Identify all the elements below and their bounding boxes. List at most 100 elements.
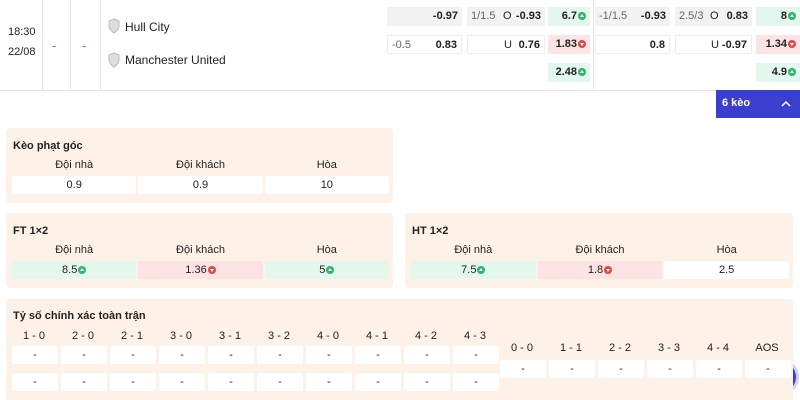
odds-value: 8 — [781, 10, 796, 22]
home-score: - — [52, 38, 57, 53]
odds-cell: 8 — [756, 7, 800, 26]
odds-value: 0.9 — [192, 179, 209, 191]
odds-cell: 1/1.5 O -0.93 — [467, 7, 545, 26]
score-odds: - — [549, 360, 595, 378]
trend-icon — [788, 40, 796, 49]
trend-icon — [326, 266, 335, 275]
market-title: FT 1×2 — [13, 225, 49, 237]
score-odds: - — [453, 373, 499, 391]
odds-cell: 2.48 — [548, 63, 590, 82]
trend-icon — [604, 266, 613, 275]
odds-value: 6.7 — [562, 10, 586, 22]
team-logo — [108, 18, 120, 34]
market-panel: HT 1×2 Đội nhà Đội khách Hòa 7.5 1.8 2.5 — [405, 213, 793, 288]
score-label: AOS — [755, 342, 779, 354]
separator — [0, 90, 800, 91]
score-label: 2 - 0 — [71, 330, 94, 342]
column-header: Đội khách — [176, 244, 225, 256]
column-header: Hòa — [716, 244, 737, 256]
odds-cell: 4.9 — [756, 63, 800, 82]
odds-value: 0.83 — [435, 39, 457, 51]
column-header: Đội nhà — [55, 244, 94, 256]
column-header: Đội khách — [176, 159, 225, 171]
score-odds: - — [745, 360, 791, 378]
odds-cell: -0.5 0.83 — [387, 35, 462, 54]
column-header: Hòa — [316, 159, 337, 171]
odds-value: 2.5 — [719, 264, 735, 276]
score-label: 3 - 2 — [267, 330, 290, 342]
score-odds: - — [404, 373, 450, 391]
odds-value: 1.8 — [587, 264, 604, 276]
odds-cell: 2.5/3 O 0.83 — [675, 7, 752, 26]
score-label: 0 - 0 — [510, 342, 533, 354]
score-label: 4 - 0 — [316, 330, 339, 342]
score-odds: - — [61, 346, 107, 364]
match-time: 18:30 — [8, 26, 36, 38]
score-label: 1 - 0 — [22, 330, 45, 342]
column-header: Đội nhà — [454, 244, 493, 256]
odds-box: 0.9 — [138, 176, 263, 194]
match-date: 22/08 — [8, 46, 36, 58]
odds-cell: -1/1.5 -0.93 — [595, 7, 670, 26]
odds-value: 4.9 — [772, 66, 796, 78]
score-odds: - — [159, 373, 205, 391]
trend-icon — [578, 40, 586, 49]
odds-value: 2.48 — [556, 66, 586, 78]
odds-box: 1.36 — [138, 261, 263, 279]
odds-cell: U -0.97 — [675, 35, 752, 54]
odds-value: 10 — [320, 179, 333, 191]
score-odds: - — [647, 360, 693, 378]
more-odds-button[interactable] — [716, 90, 800, 118]
odds-value: 1.36 — [185, 264, 207, 276]
score-odds: - — [257, 346, 303, 364]
score-odds: - — [12, 373, 58, 391]
odds-cell: -0.97 — [387, 7, 462, 26]
odds-value: 1.34 — [766, 38, 796, 50]
score-label: 3 - 0 — [169, 330, 192, 342]
odds-cell: 1.34 — [756, 35, 800, 54]
score-label: 3 - 3 — [657, 342, 680, 354]
odds-box: 2.5 — [664, 261, 789, 279]
score-label: 2 - 2 — [608, 342, 631, 354]
odds-line: -0.5 — [392, 39, 411, 51]
score-odds: - — [500, 360, 546, 378]
market-panel: FT 1×2 Đội nhà Đội khách Hòa 8.5 1.36 5 — [6, 213, 393, 288]
score-odds: - — [61, 373, 107, 391]
divider — [100, 0, 101, 90]
trend-icon — [788, 12, 796, 21]
market-title: Kèo phạt góc — [13, 140, 83, 152]
odds-box: 0.9 — [12, 176, 137, 194]
odds-cell: 1.83 — [548, 35, 590, 54]
market-panel: Kèo phạt góc Đội nhà Đội khách Hòa 0.9 0.9 10 — [6, 128, 393, 203]
odds-line: 2.5/3 — [679, 10, 704, 22]
trend-icon — [207, 266, 216, 275]
odds-cell: U 0.76 — [467, 35, 545, 54]
odds-value: 0.83 — [726, 10, 748, 22]
odds-cell: 0.8 — [595, 35, 670, 54]
score-odds: - — [404, 346, 450, 364]
trend-icon — [578, 12, 586, 21]
team-logo — [108, 52, 120, 68]
score-label: 1 - 1 — [559, 342, 582, 354]
away-team: Manchester United — [125, 53, 226, 67]
divider — [593, 0, 594, 90]
trend-icon — [78, 266, 87, 275]
score-label: 4 - 4 — [706, 342, 729, 354]
odds-value: -0.93 — [640, 10, 666, 22]
score-odds: - — [696, 360, 742, 378]
score-odds: - — [110, 373, 156, 391]
trend-icon — [788, 68, 796, 77]
odds-side: O — [503, 10, 512, 22]
score-odds: - — [257, 373, 303, 391]
odds-cell: 6.7 — [548, 7, 590, 26]
odds-value: 1.83 — [556, 38, 586, 50]
score-odds: - — [110, 346, 156, 364]
score-label: 4 - 3 — [463, 330, 486, 342]
market-title: Tỷ số chính xác toàn trận — [13, 310, 146, 322]
odds-box: 5 — [264, 261, 389, 279]
score-odds: - — [208, 373, 254, 391]
odds-side: O — [710, 10, 719, 22]
odds-side: U — [711, 39, 719, 51]
score-odds: - — [159, 346, 205, 364]
trend-icon — [477, 266, 486, 275]
